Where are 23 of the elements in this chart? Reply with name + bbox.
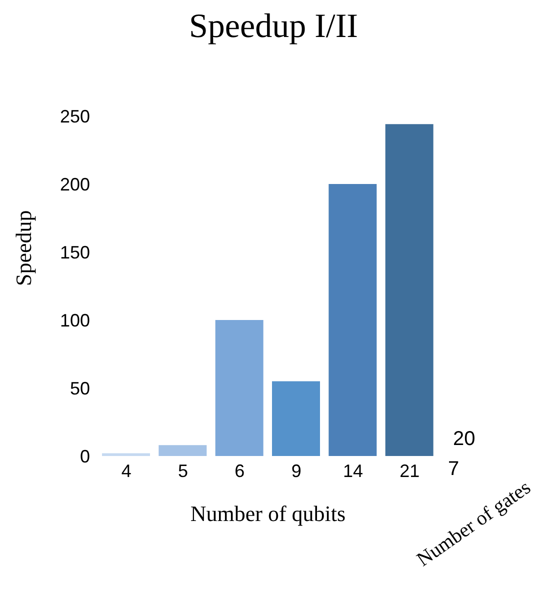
x-tick-label: 9 bbox=[291, 460, 302, 481]
text: 7 bbox=[448, 458, 460, 481]
bar bbox=[328, 184, 377, 456]
x-tick-label: 14 bbox=[342, 460, 364, 481]
y-tick-label: 50 bbox=[70, 378, 90, 398]
y-tick-label: 100 bbox=[60, 310, 90, 330]
text: 20 bbox=[453, 428, 476, 451]
x-tick-label: 6 bbox=[234, 460, 245, 481]
bar bbox=[272, 381, 320, 456]
x-tick-label: 5 bbox=[178, 460, 188, 481]
bar bbox=[385, 124, 434, 456]
bar bbox=[158, 445, 207, 456]
y-tick-label: 0 bbox=[80, 446, 90, 466]
y-tick-label: 200 bbox=[60, 174, 90, 194]
y-axis-title: Speedup bbox=[10, 210, 36, 286]
y-tick-label: 250 bbox=[60, 106, 90, 126]
bar bbox=[215, 320, 264, 456]
x-tick-label: 4 bbox=[121, 460, 132, 481]
y-tick-label: 150 bbox=[60, 242, 90, 262]
bar bbox=[102, 453, 150, 456]
x-tick-label: 21 bbox=[400, 460, 420, 481]
x-axis-title: Number of qubits bbox=[190, 501, 346, 526]
chart-title: Speedup I/II bbox=[188, 8, 359, 46]
